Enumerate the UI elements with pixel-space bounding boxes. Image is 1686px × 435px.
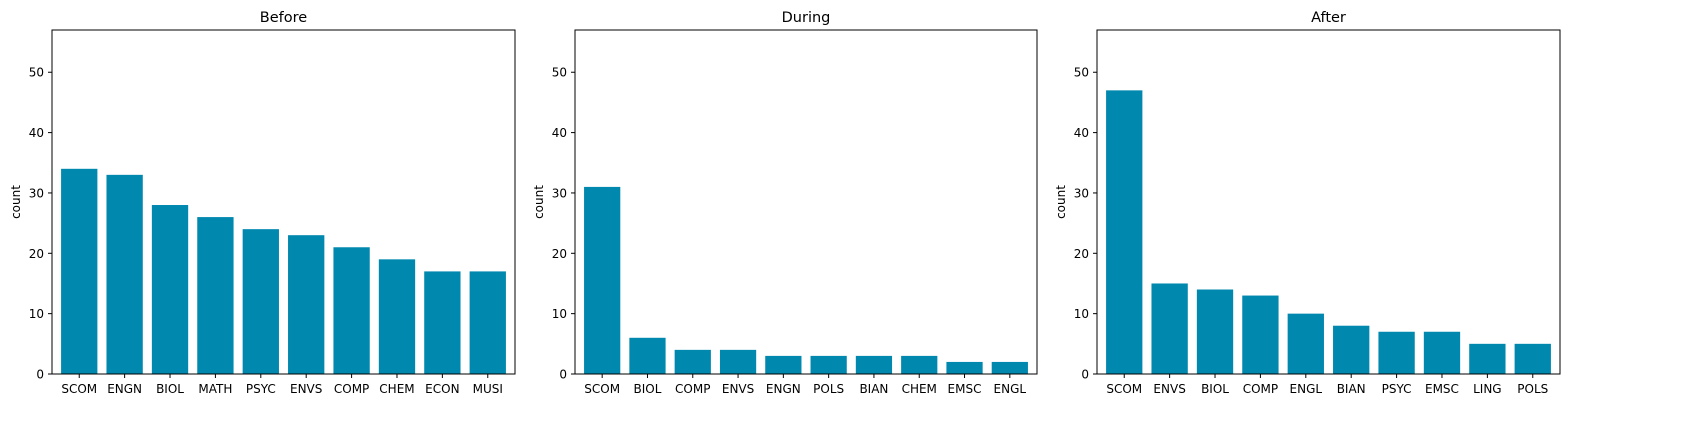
bar-scom (61, 168, 98, 374)
bar-comp (1242, 295, 1279, 374)
chart-title: Before (260, 10, 307, 26)
x-tick-label: BIAN (859, 382, 888, 396)
y-tick-label: 30 (29, 186, 44, 200)
x-tick-label: COMP (334, 382, 369, 396)
x-tick-label: LING (1473, 382, 1502, 396)
x-tick-label: SCOM (1106, 382, 1142, 396)
x-tick-label: MATH (198, 382, 232, 396)
y-tick-label: 0 (36, 368, 44, 382)
bar-pols (810, 355, 847, 374)
y-tick-label: 20 (552, 247, 567, 261)
x-tick-label: EMSC (1425, 382, 1459, 396)
x-tick-label: ENVS (1153, 382, 1185, 396)
y-axis-title: count (9, 185, 23, 219)
y-tick-label: 40 (1074, 126, 1089, 140)
bar-comp (333, 247, 370, 374)
x-tick-label: PSYC (246, 382, 276, 396)
x-tick-label: BIOL (634, 382, 662, 396)
x-tick-label: BIOL (156, 382, 184, 396)
bar-bian (1333, 325, 1370, 374)
bar-emsc (1423, 331, 1461, 374)
bar-math (197, 217, 234, 374)
bar-envs (1151, 283, 1188, 374)
bar-engl (991, 361, 1028, 374)
y-tick-label: 10 (29, 307, 44, 321)
x-tick-label: ENGN (766, 382, 801, 396)
bar-biol (151, 205, 189, 374)
chart-panel-during: SCOM BIOL COMP ENVS ENGN POLS BIAN CHEM EMSC ENGL… (532, 10, 1038, 396)
x-tick-label: ECON (425, 382, 459, 396)
plot-frame (51, 29, 516, 375)
x-tick-label: POLS (1517, 382, 1548, 396)
y-tick-label: 0 (559, 368, 567, 382)
bar-scom (1106, 90, 1143, 374)
y-tick-label: 0 (1081, 368, 1089, 382)
x-tick-label: ENVS (722, 382, 754, 396)
chart-panel-before: SCOM ENGN BIOL MATH PSYC ENVS COMP CHEM ECON MUSI… (9, 10, 516, 396)
x-tick-label: MUSI (473, 382, 503, 396)
bar-psyc (242, 229, 279, 374)
bar-psyc (1378, 331, 1415, 374)
x-tick-label: SCOM (584, 382, 620, 396)
bar-engn (765, 355, 802, 374)
bar-bian (855, 355, 893, 374)
y-axis-title: count (532, 185, 546, 219)
bar-chem (378, 259, 416, 374)
x-tick-label: ENVS (290, 382, 322, 396)
y-axis-title: count (1054, 185, 1068, 219)
chart-panel-after: SCOM ENVS BIOL COMP ENGL BIAN PSYC EMSC LING POLS… (1054, 10, 1561, 396)
bar-pols (1514, 343, 1551, 374)
x-tick-label: POLS (813, 382, 844, 396)
y-tick-label: 40 (29, 126, 44, 140)
y-tick-label: 20 (1074, 247, 1089, 261)
y-tick-label: 10 (1074, 307, 1089, 321)
x-tick-label: BIOL (1201, 382, 1229, 396)
x-tick-label: COMP (1243, 382, 1278, 396)
y-tick-label: 50 (552, 66, 567, 80)
bar-comp (674, 349, 711, 374)
y-tick-label: 30 (552, 186, 567, 200)
plot-frame (1096, 29, 1561, 375)
x-tick-label: EMSC (948, 382, 982, 396)
bar-engl (1287, 313, 1324, 374)
y-tick-label: 10 (552, 307, 567, 321)
y-tick-label: 50 (29, 66, 44, 80)
bar-ling (1469, 343, 1506, 374)
chart-title: After (1311, 10, 1346, 26)
x-tick-label: ENGL (994, 382, 1027, 396)
x-tick-label: SCOM (61, 382, 97, 396)
x-tick-label: ENGL (1290, 382, 1323, 396)
plot-frame (574, 29, 1038, 375)
bar-envs (719, 349, 757, 374)
bar-envs (288, 235, 325, 374)
y-tick-label: 30 (1074, 186, 1089, 200)
chart-title: During (782, 10, 831, 26)
y-tick-label: 20 (29, 247, 44, 261)
bar-biol (1196, 289, 1234, 374)
bar-econ (424, 271, 461, 374)
x-tick-label: CHEM (379, 382, 414, 396)
x-tick-label: PSYC (1382, 382, 1412, 396)
bar-scom (584, 186, 621, 374)
x-tick-label: ENGN (107, 382, 142, 396)
x-tick-label: BIAN (1337, 382, 1366, 396)
bar-chem (901, 355, 938, 374)
bar-biol (629, 337, 666, 374)
x-tick-label: CHEM (902, 382, 937, 396)
y-tick-label: 50 (1074, 66, 1089, 80)
bar-musi (469, 271, 506, 374)
bar-engn (106, 174, 143, 374)
bar-emsc (946, 361, 983, 374)
y-tick-label: 40 (552, 126, 567, 140)
x-tick-label: COMP (675, 382, 710, 396)
